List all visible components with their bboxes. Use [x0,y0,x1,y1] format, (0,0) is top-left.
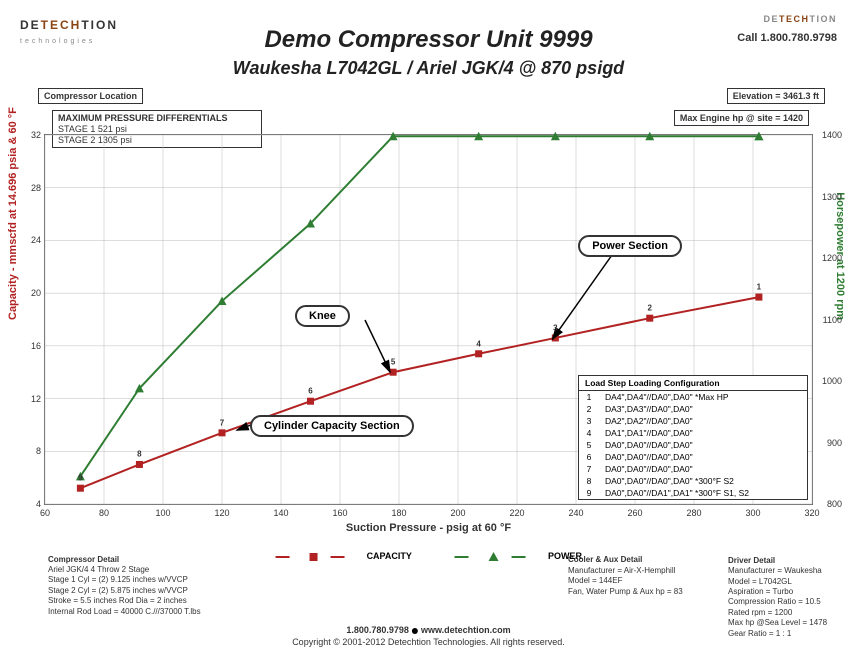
y-left-tick: 4 [17,499,41,509]
point-label: 6 [308,387,312,396]
y-right-tick: 1300 [822,192,842,202]
x-tick: 260 [627,508,642,518]
loadstep-row: 1DA4",DA4"//DA0",DA0" *Max HP [579,391,755,403]
logo-right: DETECHTION [763,14,837,24]
y-right-tick: 1000 [822,376,842,386]
y-left-tick: 8 [17,446,41,456]
call-number: Call 1.800.780.9798 [737,32,837,44]
y-left-tick: 12 [17,394,41,404]
page-subtitle: Waukesha L7042GL / Ariel JGK/4 @ 870 psi… [233,58,624,79]
page-title: Demo Compressor Unit 9999 [264,26,592,54]
x-tick: 200 [450,508,465,518]
y-right-tick: 1400 [822,130,842,140]
y-left-tick: 28 [17,183,41,193]
y-right-tick: 800 [827,499,842,509]
y-right-tick: 1100 [823,315,842,325]
point-label: 5 [391,358,395,367]
power-section-callout: Power Section [578,235,682,257]
loadstep-row: 8DA0",DA0"//DA0",DA0" *300°F S2 [579,475,755,487]
logo-left: DETECHTIONtechnologies [20,18,118,46]
point-label: 1 [757,283,761,292]
loadstep-row: 2DA3",DA3"//DA0",DA0" [579,403,755,415]
x-tick: 280 [686,508,701,518]
knee-callout: Knee [295,305,350,327]
load-step-box: Load Step Loading Configuration 1DA4",DA… [578,375,808,500]
loadstep-row: 6DA0",DA0"//DA0",DA0" [579,451,755,463]
loadstep-row: 5DA0",DA0"//DA0",DA0" [579,439,755,451]
driver-detail: Driver Detail Manufacturer = Waukesha Mo… [728,556,827,639]
compressor-location-box: Compressor Location [38,88,143,104]
x-tick: 140 [273,508,288,518]
x-tick: 80 [99,508,109,518]
x-tick: 60 [40,508,50,518]
chart-legend: CAPACITY POWER [255,551,602,561]
x-tick: 220 [509,508,524,518]
x-tick: 240 [568,508,583,518]
y-left-tick: 32 [17,130,41,140]
elevation-box: Elevation = 3461.3 ft [727,88,825,104]
y-right-tick: 900 [827,438,842,448]
chart-container: Compressor Location Elevation = 3461.3 f… [38,90,827,539]
point-label: 8 [137,450,141,459]
point-label: 9 [78,474,82,483]
header: DETECHTIONtechnologies DETECHTION Call 1… [0,8,857,68]
x-tick: 180 [391,508,406,518]
loadstep-row: 4DA1",DA1"//DA0",DA0" [579,427,755,439]
y-right-tick: 1200 [822,253,842,263]
point-label: 4 [476,339,480,348]
x-axis-title: Suction Pressure - psig at 60 °F [346,522,511,534]
x-tick: 160 [332,508,347,518]
x-tick: 300 [745,508,760,518]
x-tick: 320 [804,508,819,518]
plot-area: Suction Pressure - psig at 60 °F Capacit… [44,134,813,505]
loadstep-row: 7DA0",DA0"//DA0",DA0" [579,463,755,475]
y-left-tick: 20 [17,288,41,298]
x-tick: 100 [155,508,170,518]
compressor-detail: Compressor Detail Ariel JGK/4 4 Throw 2 … [48,555,201,617]
point-label: 2 [648,304,652,313]
point-label: 3 [553,323,557,332]
loadstep-row: 3DA2",DA2"//DA0",DA0" [579,415,755,427]
cyl-cap-callout: Cylinder Capacity Section [250,415,414,437]
max-engine-box: Max Engine hp @ site = 1420 [674,110,809,126]
cooler-detail: Cooler & Aux Detail Manufacturer = Air-X… [568,555,683,597]
x-tick: 120 [214,508,229,518]
point-label: 7 [220,418,224,427]
footer-copyright: Copyright © 2001-2012 Detechtion Technol… [292,637,565,647]
y-left-tick: 24 [17,235,41,245]
y-left-tick: 16 [17,341,41,351]
loadstep-row: 9DA0",DA0"//DA1",DA1" *300°F S1, S2 [579,487,755,499]
footer-contact: 1.800.780.9798www.detechtion.com [346,625,510,635]
